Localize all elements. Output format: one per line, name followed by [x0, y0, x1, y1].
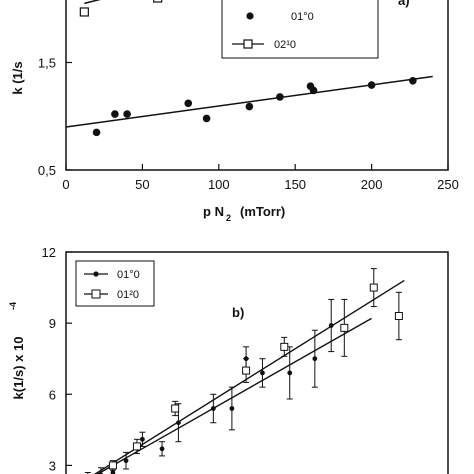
panel-b-legend-marker-circle [93, 271, 99, 277]
panel-a-point-circle [123, 110, 131, 118]
panel-a-point-circle [111, 110, 119, 118]
panel-a-x-axis-label: p N 2 (mTorr) [203, 204, 285, 223]
panel-b-point-square [171, 404, 180, 413]
panel-b-point-circle [176, 420, 181, 426]
panel-b-y-label-main: k(1/s) x 10 [11, 337, 26, 400]
panel-b-point-circle [312, 356, 318, 362]
panel-a-legend-box [221, 0, 379, 59]
panel-b-legend-label-2: 01²0 [117, 289, 139, 301]
panel-a-x-label-sub: 2 [226, 213, 231, 223]
panel-b-point-circle [123, 458, 129, 464]
panel-a-legend-label-2: 02¹0 [274, 39, 296, 51]
panel-a-y-axis-label: k (1/s [10, 61, 25, 94]
panel-a-y-tick-label: 0,5 [38, 163, 56, 178]
panel-b-legend-label-1: 01°0 [117, 269, 140, 281]
panel-b-point-square [280, 342, 289, 351]
panel-a-point-square [153, 0, 163, 3]
panel-a-x-tick-label: 50 [135, 177, 149, 192]
panel-a-x-tick-label: 200 [361, 177, 383, 192]
panel-b-label: b) [232, 305, 244, 320]
panel-b-point-circle [287, 370, 293, 376]
panel-b-y-label-exp: -4 [8, 302, 18, 310]
panel-b-point-square [108, 461, 117, 470]
panel-a-x-ticks: 0 50 100 150 200 250 [62, 164, 459, 192]
panel-b-legend-marker-square [91, 289, 101, 299]
panel-a-point-circle [276, 93, 284, 101]
panel-b-y-tick-label: 3 [49, 458, 56, 473]
panel-a-point-circle [409, 76, 417, 85]
panel-b-point-circle [140, 436, 145, 442]
panel-b-y-axis-label: k(1/s) x 10 -4 [8, 302, 26, 399]
panel-a-y-tick-label: 1,5 [38, 56, 56, 71]
panel-a-x-label-unit: (mTorr) [240, 204, 285, 219]
panel-a-x-label-main: p N [203, 204, 224, 219]
panel-b-point-square [369, 283, 378, 292]
panel-b-data-points [84, 268, 403, 474]
panel-a-point-circle [245, 102, 254, 111]
panel-a-label: a) [398, 0, 410, 8]
panel-a-x-tick-label: 250 [437, 177, 459, 192]
panel-a-plot-frame [65, 0, 449, 171]
panel-b-point-circle [328, 323, 334, 328]
panel-b-point-circle [210, 406, 216, 411]
panel-a-point-circle [92, 128, 101, 137]
panel-a-fit-line [84, 0, 101, 5]
panel-a-legend: 01°0 02¹0 [221, 0, 379, 59]
panel-b-y-tick-label: 12 [42, 245, 56, 260]
panel-a-point-circle [367, 81, 376, 89]
panel-a-point-circle [202, 114, 211, 123]
panel-a-data-points [79, 0, 417, 137]
panel-b-legend-box [75, 260, 155, 307]
panel-b-point-circle [110, 470, 116, 474]
panel-a: 0 50 100 150 200 250 0,5 1,5 k (1/s p N 2 (mTo… [10, 0, 459, 223]
panel-b-y-ticks: 3 6 9 12 [42, 245, 72, 473]
panel-a-x-tick-label: 150 [284, 177, 306, 192]
panel-a-legend-marker-circle [246, 12, 254, 20]
panel-a-legend-label-1: 01°0 [291, 11, 314, 23]
panel-b-y-tick-label: 6 [49, 387, 56, 402]
panel-b-point-circle [260, 370, 265, 376]
panel-a-x-tick-label: 100 [208, 177, 230, 192]
panel-a-point-circle [184, 99, 193, 108]
panel-b-point-square [394, 312, 403, 321]
panel-b-plot-frame [65, 251, 449, 474]
panel-b-point-circle [229, 406, 235, 411]
panel-b-point-square [242, 366, 251, 375]
panel-b-legend: 01°0 01²0 [75, 260, 155, 307]
panel-a-y-ticks: 0,5 1,5 [38, 56, 72, 178]
panel-b: 3 6 9 12 k(1/s) x 10 -4 b) 01°0 01²0 [8, 245, 449, 474]
panel-a-legend-marker-square [243, 39, 253, 49]
panel-a-x-tick-label: 0 [62, 177, 69, 192]
panel-b-point-square [132, 442, 141, 451]
panel-a-point-square [79, 7, 89, 17]
panel-b-point-square [340, 323, 349, 332]
panel-b-fit-line [96, 317, 372, 474]
panel-a-point-circle [309, 86, 318, 95]
panel-b-y-tick-label: 9 [49, 316, 56, 331]
panel-a-fit-line [65, 75, 433, 128]
panel-b-point-circle [159, 446, 165, 452]
